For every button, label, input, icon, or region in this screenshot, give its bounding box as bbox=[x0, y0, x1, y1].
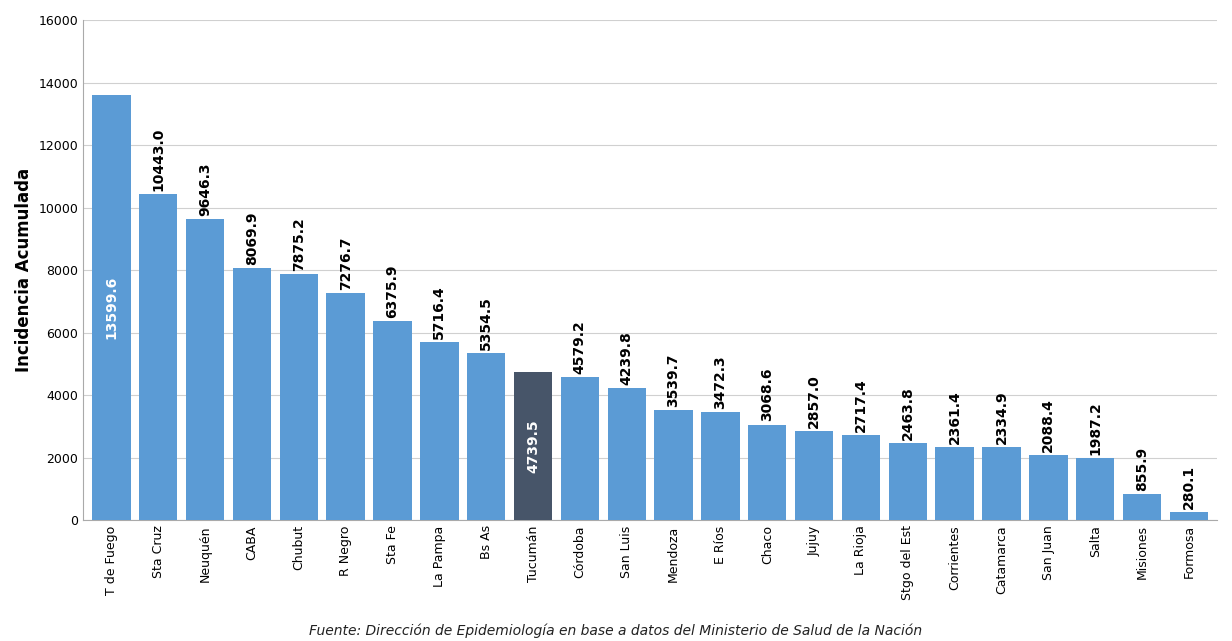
Text: 2334.9: 2334.9 bbox=[994, 391, 1009, 444]
Bar bbox=[139, 194, 177, 520]
Bar bbox=[514, 372, 552, 520]
Text: 9646.3: 9646.3 bbox=[198, 162, 212, 215]
Text: 5354.5: 5354.5 bbox=[479, 296, 493, 350]
Text: 4239.8: 4239.8 bbox=[620, 331, 633, 385]
Bar bbox=[1029, 455, 1068, 520]
Bar bbox=[1122, 494, 1162, 520]
Bar bbox=[654, 410, 692, 520]
Bar bbox=[467, 353, 505, 520]
Bar bbox=[186, 219, 224, 520]
Text: 7276.7: 7276.7 bbox=[339, 237, 352, 290]
Text: 10443.0: 10443.0 bbox=[152, 128, 165, 191]
Text: 2717.4: 2717.4 bbox=[854, 379, 869, 433]
Text: 2361.4: 2361.4 bbox=[947, 390, 962, 444]
Text: 8069.9: 8069.9 bbox=[245, 212, 259, 265]
Y-axis label: Incidencia Acumulada: Incidencia Acumulada bbox=[15, 168, 33, 372]
Bar bbox=[701, 412, 739, 520]
Bar bbox=[1076, 458, 1115, 520]
Text: 4739.5: 4739.5 bbox=[526, 420, 540, 473]
Text: 7875.2: 7875.2 bbox=[292, 217, 306, 271]
Text: 2088.4: 2088.4 bbox=[1041, 398, 1056, 452]
Bar bbox=[1169, 512, 1209, 520]
Text: 5716.4: 5716.4 bbox=[432, 285, 446, 338]
Text: 855.9: 855.9 bbox=[1135, 447, 1149, 490]
Bar bbox=[561, 378, 599, 520]
Text: 3539.7: 3539.7 bbox=[667, 353, 680, 406]
Text: 6375.9: 6375.9 bbox=[386, 265, 399, 318]
Bar bbox=[373, 321, 411, 520]
Bar bbox=[795, 431, 833, 520]
Bar bbox=[607, 388, 646, 520]
Bar bbox=[92, 95, 131, 520]
Bar bbox=[935, 447, 973, 520]
Bar bbox=[888, 444, 926, 520]
Text: 4579.2: 4579.2 bbox=[573, 320, 586, 374]
Bar bbox=[748, 424, 786, 520]
Bar bbox=[233, 268, 271, 520]
Bar bbox=[982, 447, 1020, 520]
Bar bbox=[841, 435, 880, 520]
Text: 13599.6: 13599.6 bbox=[105, 276, 118, 340]
Text: 3068.6: 3068.6 bbox=[760, 368, 774, 421]
Text: 1987.2: 1987.2 bbox=[1088, 401, 1103, 455]
Bar bbox=[420, 342, 458, 520]
Bar bbox=[326, 293, 365, 520]
Text: 2463.8: 2463.8 bbox=[901, 387, 915, 440]
Text: Fuente: Dirección de Epidemiología en base a datos del Ministerio de Salud de la: Fuente: Dirección de Epidemiología en ba… bbox=[309, 623, 923, 638]
Text: 280.1: 280.1 bbox=[1181, 465, 1196, 508]
Text: 3472.3: 3472.3 bbox=[713, 355, 727, 409]
Text: 2857.0: 2857.0 bbox=[807, 374, 821, 428]
Bar bbox=[280, 274, 318, 520]
